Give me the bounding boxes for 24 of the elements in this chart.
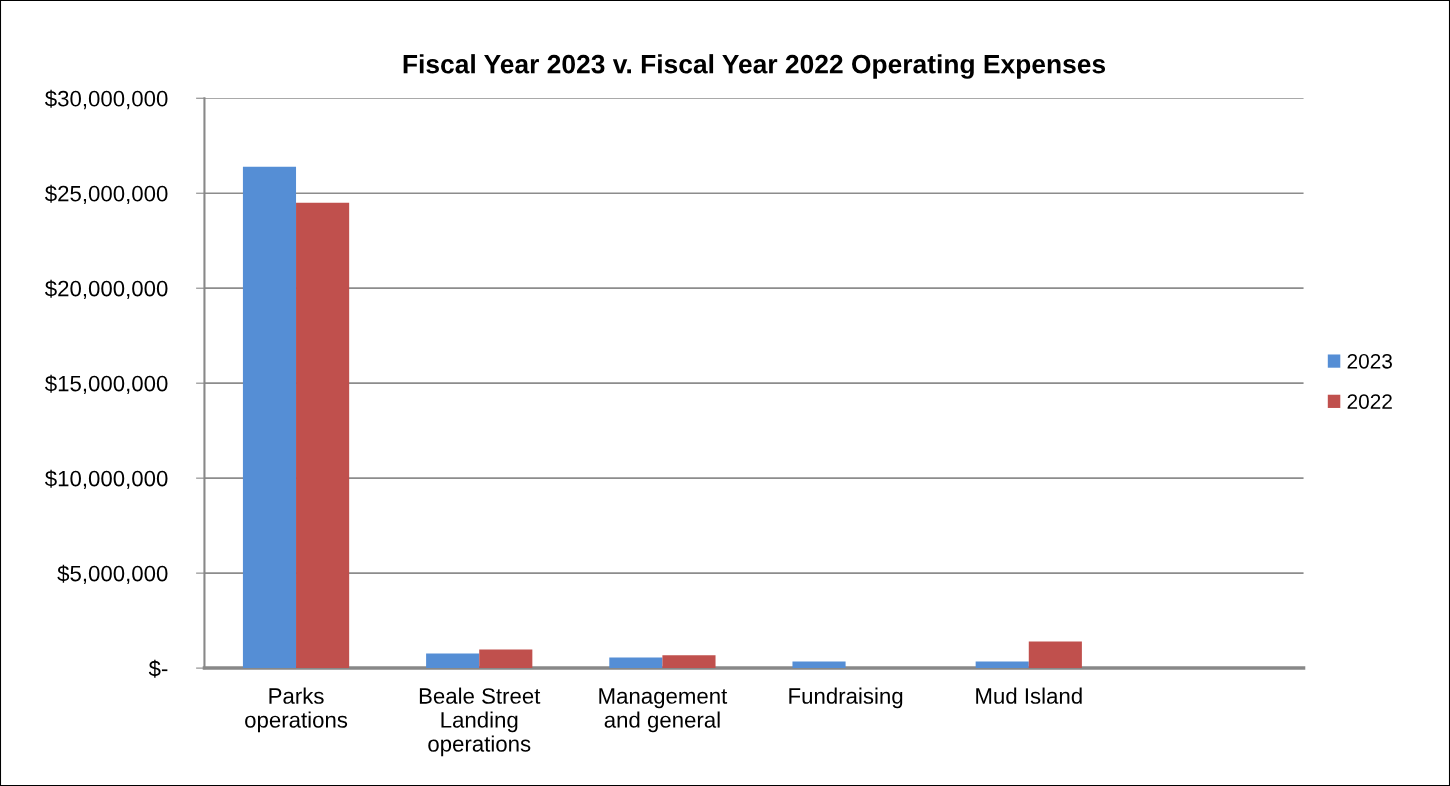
y-tick-label: $10,000,000	[45, 469, 168, 490]
y-tick-label: $15,000,000	[45, 374, 168, 395]
bar	[479, 649, 533, 669]
bar	[242, 166, 297, 669]
bar	[426, 653, 480, 669]
bar	[1028, 641, 1082, 669]
y-tick-label: $5,000,000	[57, 564, 168, 585]
legend-label: 2023	[1347, 353, 1392, 369]
legend-label: 2022	[1347, 394, 1392, 409]
bar	[296, 202, 350, 669]
x-tick-label: Beale Street Landing operations	[419, 687, 541, 757]
x-tick-label: Parks operations	[245, 687, 348, 733]
x-tick-label: Mud Island	[976, 687, 1082, 704]
y-tick-label: $25,000,000	[45, 184, 168, 205]
y-tick-label: $-	[148, 659, 168, 678]
chart-title: Fiscal Year 2023 v. Fiscal Year 2022 Operating Expenses	[403, 54, 1106, 79]
bar	[662, 655, 716, 669]
bar	[609, 657, 663, 669]
y-tick-label: $20,000,000	[45, 279, 168, 300]
x-tick-label: Fundraising	[789, 687, 903, 709]
bar	[792, 661, 846, 669]
bar	[975, 661, 1029, 669]
x-tick-label: Management and general	[599, 688, 728, 733]
y-tick-label: $30,000,000	[45, 89, 168, 110]
